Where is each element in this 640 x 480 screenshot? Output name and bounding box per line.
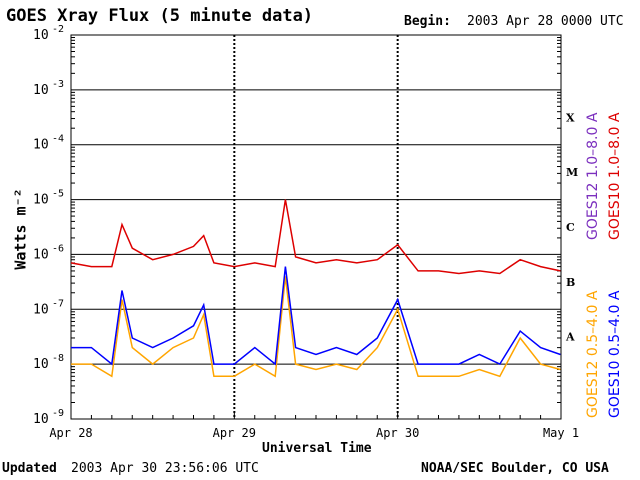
series-line [71, 276, 560, 376]
y-tick-exponent: -7 [52, 298, 64, 309]
x-tick-label: Apr 29 [213, 426, 256, 440]
series-line [71, 267, 560, 365]
y-tick-exponent: -3 [52, 79, 64, 90]
legend-goes12-short: GOES12 0.5–4.0 A [585, 291, 601, 418]
y-tick-label: 10 [33, 193, 49, 208]
y-tick-label: 10 [33, 247, 49, 262]
y-tick-exponent: -8 [52, 353, 64, 364]
y-tick-label: 10 [33, 412, 49, 427]
y-tick-exponent: -6 [52, 243, 64, 254]
x-axis-label: Universal Time [262, 441, 372, 456]
y-tick-label: 10 [33, 138, 49, 153]
flare-class-label: X [566, 111, 575, 124]
flare-class-label: B [566, 276, 575, 289]
legend-goes12-long: GOES12 1.0–8.0 A [585, 113, 601, 240]
flare-class-label: C [566, 221, 575, 234]
credit: NOAA/SEC Boulder, CO USA [421, 461, 609, 476]
flare-class-label: M [566, 166, 578, 179]
series-line [71, 200, 560, 274]
y-tick-label: 10 [33, 28, 49, 43]
legend-goes10-long: GOES10 1.0–8.0 A [607, 113, 623, 240]
x-tick-label: Apr 28 [49, 426, 92, 440]
updated-value: 2003 Apr 30 23:56:06 UTC [71, 461, 259, 476]
x-tick-label: Apr 30 [376, 426, 419, 440]
legend-goes10-short: GOES10 0.5–4.0 A [607, 291, 623, 418]
y-tick-exponent: -9 [52, 408, 64, 419]
y-tick-exponent: -4 [52, 134, 64, 145]
y-tick-label: 10 [33, 302, 49, 317]
y-tick-label: 10 [33, 357, 49, 372]
flare-class-label: A [565, 331, 575, 344]
updated-label: Updated [2, 461, 57, 476]
plot-frame [71, 35, 561, 419]
y-tick-label: 10 [33, 83, 49, 98]
y-tick-exponent: -2 [52, 24, 64, 35]
x-tick-label: May 1 [543, 426, 579, 440]
y-tick-exponent: -5 [52, 189, 64, 200]
